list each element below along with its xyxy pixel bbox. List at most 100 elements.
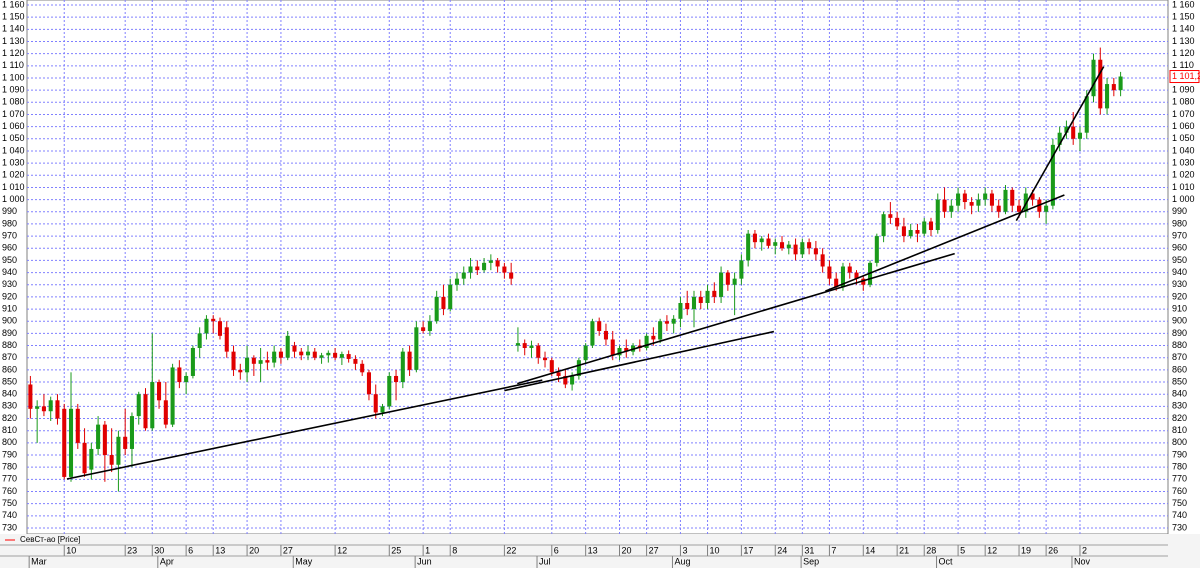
y-tick-label: 970	[1172, 230, 1187, 240]
candle-body	[211, 318, 216, 322]
candle-body	[163, 400, 168, 425]
y-tick-label: 1 100	[2, 72, 25, 82]
candle-body	[421, 327, 426, 331]
candle-body	[48, 400, 53, 412]
x-tick-label: 14	[865, 545, 875, 555]
y-tick-label: 890	[1172, 328, 1187, 338]
candle-body	[502, 266, 507, 273]
x-tick-label: 28	[926, 545, 936, 555]
y-tick-label: 750	[2, 498, 17, 508]
candle-body	[319, 355, 324, 358]
candle-body	[1071, 126, 1076, 139]
x-tick-label: 30	[154, 545, 164, 555]
x-tick-label: 17	[743, 545, 753, 555]
candle-body	[285, 335, 290, 358]
candle-body	[245, 357, 250, 373]
candle-body	[746, 233, 751, 261]
y-tick-label: 810	[2, 425, 17, 435]
candle-body	[1003, 189, 1008, 212]
x-tick-label: 24	[777, 545, 787, 555]
candle-body	[597, 321, 602, 331]
candle-body	[157, 382, 162, 401]
y-tick-label: 930	[2, 279, 17, 289]
y-tick-label: 1 000	[1172, 194, 1195, 204]
y-tick-label: 860	[1172, 364, 1187, 374]
candle-body	[1030, 193, 1035, 200]
x-tick-label: 3	[682, 545, 687, 555]
candle-body	[908, 230, 913, 237]
candle-body	[441, 296, 446, 310]
y-tick-label: 1 050	[1172, 133, 1195, 143]
candle-body	[590, 321, 595, 346]
last-price-box	[1169, 70, 1200, 84]
candle-body	[1077, 132, 1083, 139]
candle-body	[515, 343, 520, 346]
candle-body	[834, 278, 839, 288]
candle-body	[840, 266, 845, 288]
candle-body	[41, 406, 46, 412]
candle-body	[570, 375, 575, 385]
candle-body	[881, 214, 886, 237]
y-tick-label: 1 090	[2, 85, 25, 95]
candle-body	[387, 375, 392, 407]
x-tick-label: 10	[710, 545, 720, 555]
candle-body	[366, 372, 371, 395]
candle-body	[299, 351, 304, 356]
candle-body	[326, 352, 331, 356]
candle-body	[712, 290, 717, 297]
last-price-label: 1 101,2	[1172, 71, 1200, 81]
candle-body	[475, 266, 480, 271]
candle-body	[698, 296, 703, 303]
candle-body	[691, 296, 697, 310]
candle-body	[1084, 96, 1089, 133]
x-tick-label: 6	[554, 545, 559, 555]
candle-body	[549, 360, 554, 373]
candle-body	[1010, 189, 1015, 206]
y-tick-label: 820	[1172, 413, 1187, 423]
candle-body	[969, 202, 974, 206]
y-tick-label: 1 160	[1172, 0, 1195, 9]
candle-body	[542, 357, 548, 361]
y-tick-label: 1 070	[1172, 109, 1195, 119]
y-tick-label: 1 120	[1172, 48, 1195, 58]
trend-line	[504, 330, 775, 392]
candle-body	[949, 205, 954, 212]
candle-body	[488, 260, 493, 263]
y-tick-label: 850	[1172, 376, 1187, 386]
candle-body	[184, 375, 189, 383]
candle-body	[915, 230, 920, 234]
candle-body	[28, 384, 33, 409]
x-tick-label: 7	[831, 545, 836, 555]
candle-body	[671, 318, 676, 324]
y-tick-label: 1 080	[1172, 97, 1195, 107]
candle-body	[96, 424, 101, 449]
month-label: May	[295, 556, 313, 566]
candle-body	[454, 278, 460, 285]
x-tick-label: 23	[127, 545, 137, 555]
y-tick-label: 940	[2, 267, 17, 277]
candle-body	[231, 351, 236, 370]
y-tick-label: 730	[2, 522, 17, 532]
y-tick-label: 740	[1172, 510, 1187, 520]
y-tick-label: 880	[1172, 340, 1187, 350]
y-tick-label: 1 150	[1172, 12, 1195, 22]
y-tick-label: 1 150	[2, 12, 25, 22]
x-tick-label: 12	[337, 545, 347, 555]
candle-body	[759, 238, 764, 243]
y-tick-label: 790	[2, 449, 17, 459]
x-tick-label: 27	[649, 545, 659, 555]
y-tick-label: 960	[1172, 243, 1187, 253]
candle-body	[942, 199, 947, 212]
x-tick-label: 13	[215, 545, 225, 555]
candle-body	[1105, 84, 1110, 109]
candle-body	[1111, 84, 1116, 91]
candle-body	[536, 345, 541, 358]
trend-line	[1015, 66, 1105, 222]
candle-body	[272, 351, 277, 363]
candle-body	[1044, 205, 1049, 212]
candle-body	[563, 375, 568, 385]
x-tick-label: 2	[1082, 545, 1087, 555]
candle-body	[116, 436, 121, 465]
y-tick-label: 920	[2, 291, 17, 301]
candle-body	[895, 217, 900, 227]
